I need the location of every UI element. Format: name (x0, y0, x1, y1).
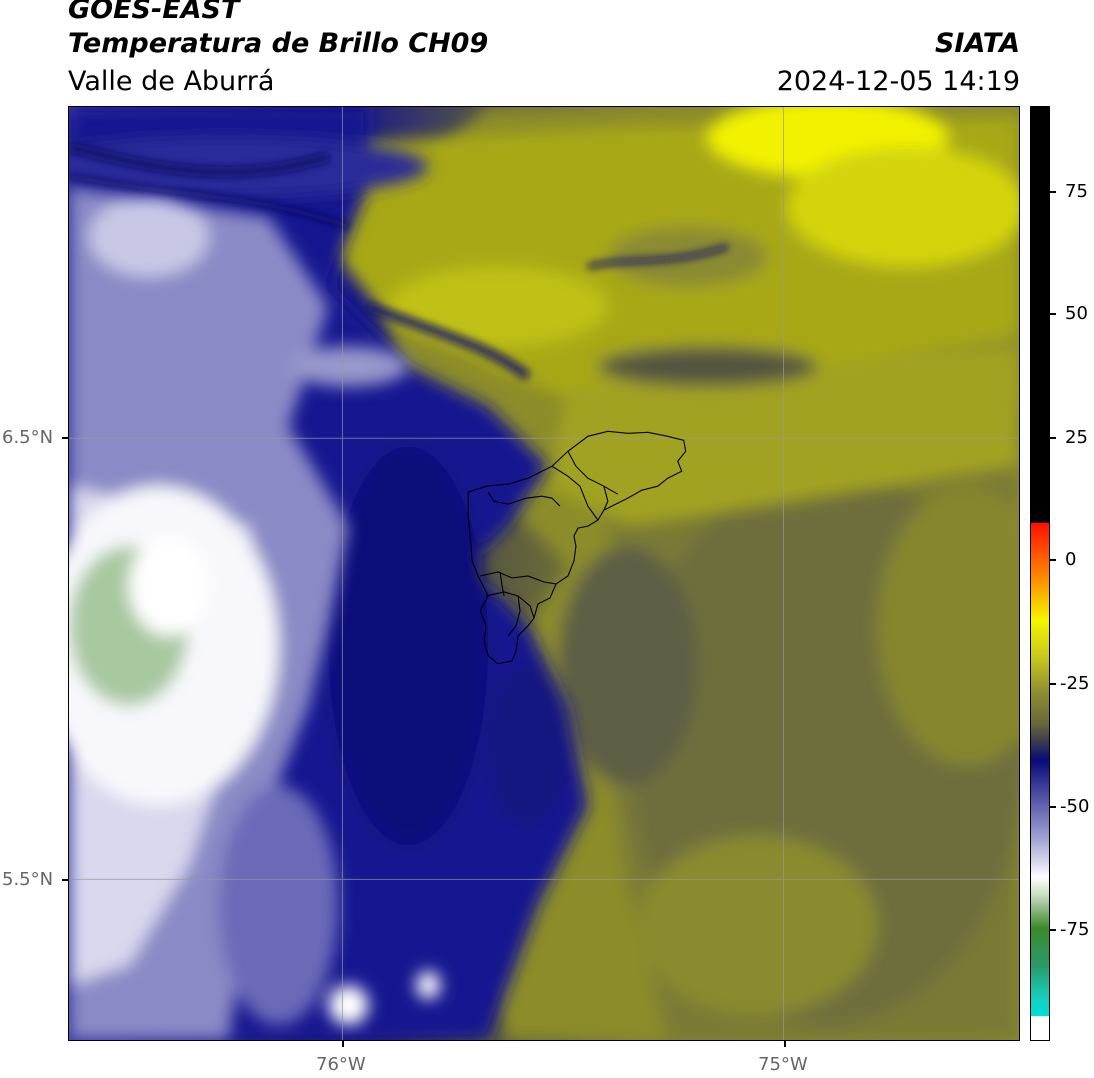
colorbar-tick (1050, 313, 1056, 315)
map-raster (69, 107, 1019, 1040)
boundary-line (551, 465, 599, 521)
lon-label-75w: 75°W (758, 1054, 808, 1075)
colorbar-label-75: 75 (1065, 181, 1088, 202)
colorbar-tick (1050, 806, 1056, 808)
boundary-line (507, 595, 521, 637)
lat-label-6-5n: 6.5°N (2, 427, 54, 448)
title-line-1: GOES-EAST (68, 0, 240, 25)
colorbar-label-neg75: -75 (1060, 919, 1090, 940)
colorbar-tick (1050, 191, 1056, 193)
brand-label: SIATA (934, 28, 1020, 59)
gridlines (69, 107, 1019, 1040)
colorbar-label-50: 50 (1065, 303, 1088, 324)
title-line-2: Temperatura de Brillo CH09 (68, 28, 489, 59)
colorbar-label-neg50: -50 (1060, 796, 1090, 817)
boundary-line (487, 491, 561, 507)
aburra-valley-outline (467, 430, 687, 665)
timestamp: 2024-12-05 14:19 (776, 66, 1020, 97)
municipality-boundaries (467, 430, 687, 665)
colorbar-tick (1050, 683, 1056, 685)
lon-tick (784, 1041, 786, 1047)
lat-tick (62, 437, 68, 439)
boundary-line (567, 451, 619, 495)
cold-cloud-region (69, 186, 441, 1040)
satellite-map (68, 106, 1020, 1041)
colorbar-tick (1050, 437, 1056, 439)
colorbar-label-neg25: -25 (1060, 673, 1090, 694)
lon-label-76w: 76°W (316, 1054, 366, 1075)
colorbar-label-25: 25 (1065, 427, 1088, 448)
colorbar-tick (1050, 929, 1056, 931)
lat-tick (62, 879, 68, 881)
boundary-line (486, 591, 535, 619)
boundary-line (480, 571, 557, 585)
boundary-line (603, 486, 609, 511)
colorbar-tick (1050, 559, 1056, 561)
colorbar (1030, 106, 1050, 1041)
lon-tick (342, 1041, 344, 1047)
cloud-streaks (69, 142, 729, 381)
colorbar-gradient (1031, 107, 1049, 1040)
boundary-line (499, 571, 505, 597)
lat-label-5-5n: 5.5°N (2, 869, 54, 890)
subtitle: Valle de Aburrá (68, 66, 275, 97)
colorbar-label-0: 0 (1065, 549, 1077, 570)
